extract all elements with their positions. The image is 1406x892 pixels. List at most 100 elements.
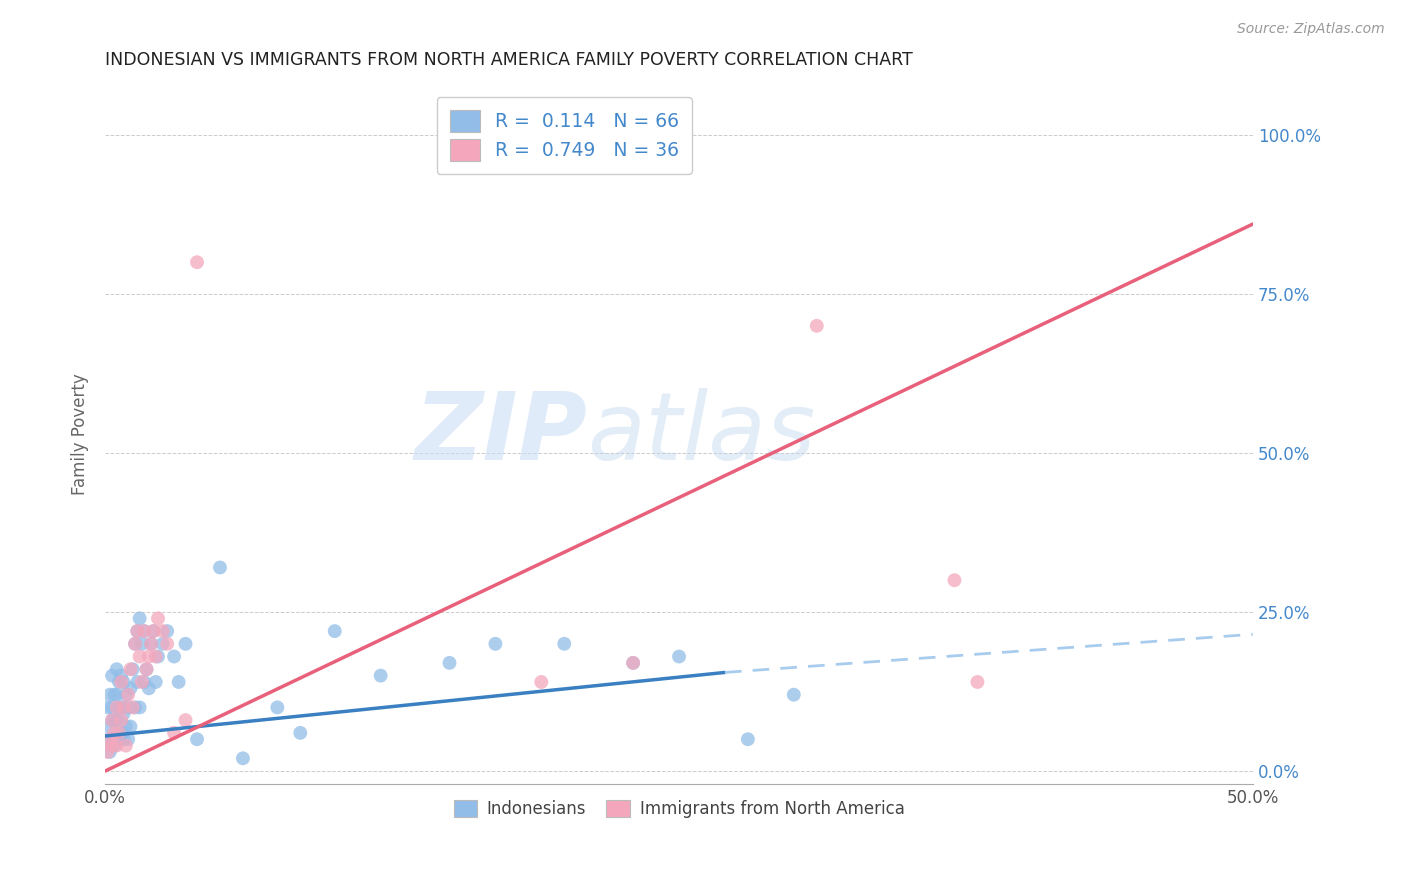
Point (186, 255, 208, 269)
Point (101, 668, 124, 682)
Point (127, 675, 149, 690)
Point (112, 700, 135, 714)
Point (806, 318, 828, 333)
Point (98, 732, 121, 747)
Point (156, 637, 179, 651)
Point (135, 662, 157, 676)
Point (108, 700, 131, 714)
Point (139, 637, 162, 651)
Point (120, 681, 142, 696)
Point (98, 688, 121, 702)
Point (101, 732, 124, 747)
Text: atlas: atlas (588, 388, 815, 479)
Point (117, 732, 139, 747)
Point (232, 751, 254, 765)
Text: ZIP: ZIP (415, 388, 588, 480)
Point (115, 688, 138, 702)
Point (134, 624, 156, 639)
Point (138, 681, 160, 696)
Point (156, 624, 179, 639)
Point (737, 732, 759, 747)
Point (553, 637, 575, 651)
Point (146, 649, 169, 664)
Point (152, 637, 174, 651)
Text: Source: ZipAtlas.com: Source: ZipAtlas.com (1237, 22, 1385, 37)
Point (135, 662, 157, 676)
Point (120, 662, 142, 676)
Point (128, 700, 150, 714)
Point (110, 675, 132, 690)
Point (115, 719, 138, 733)
Point (96, 732, 118, 747)
Point (103, 739, 125, 753)
Text: INDONESIAN VS IMMIGRANTS FROM NORTH AMERICA FAMILY POVERTY CORRELATION CHART: INDONESIAN VS IMMIGRANTS FROM NORTH AMER… (105, 51, 912, 69)
Point (966, 675, 988, 690)
Point (621, 656, 644, 670)
Point (783, 688, 806, 702)
Point (621, 656, 644, 670)
Point (167, 675, 190, 690)
Point (208, 560, 231, 574)
Point (96, 700, 118, 714)
Point (101, 700, 124, 714)
Point (108, 675, 131, 690)
Point (138, 649, 160, 664)
Point (124, 637, 146, 651)
Point (530, 675, 553, 690)
Point (323, 624, 346, 639)
Point (668, 649, 690, 664)
Point (131, 675, 153, 690)
Point (152, 624, 174, 639)
Point (103, 713, 125, 727)
Point (142, 624, 165, 639)
Point (139, 637, 162, 651)
Point (127, 624, 149, 639)
Point (146, 611, 169, 625)
Point (163, 649, 186, 664)
Point (117, 700, 139, 714)
Point (105, 700, 128, 714)
Point (112, 732, 135, 747)
Point (105, 662, 128, 676)
Point (163, 726, 186, 740)
Point (484, 637, 506, 651)
Point (134, 675, 156, 690)
Point (105, 739, 128, 753)
Point (98, 719, 121, 733)
Point (266, 700, 288, 714)
Point (110, 700, 132, 714)
Point (370, 668, 392, 682)
Point (439, 656, 461, 670)
Point (110, 726, 132, 740)
Point (142, 624, 165, 639)
Point (112, 706, 135, 721)
Point (110, 713, 132, 727)
Point (174, 637, 197, 651)
Point (290, 726, 312, 740)
Point (98, 745, 121, 759)
Point (134, 624, 156, 639)
Point (128, 611, 150, 625)
Point (110, 668, 132, 682)
Point (103, 726, 125, 740)
Point (131, 637, 153, 651)
Legend: Indonesians, Immigrants from North America: Indonesians, Immigrants from North Ameri… (447, 793, 911, 824)
Point (101, 713, 124, 727)
Point (145, 649, 167, 664)
Point (186, 732, 208, 747)
Point (105, 688, 128, 702)
Point (124, 700, 146, 714)
Point (112, 675, 135, 690)
Point (115, 739, 138, 753)
Point (121, 700, 143, 714)
Point (120, 719, 142, 733)
Point (128, 649, 150, 664)
Point (105, 732, 128, 747)
Point (117, 688, 139, 702)
Point (108, 726, 131, 740)
Point (108, 732, 131, 747)
Point (124, 637, 146, 651)
Point (103, 688, 125, 702)
Point (127, 624, 149, 639)
Point (174, 713, 197, 727)
